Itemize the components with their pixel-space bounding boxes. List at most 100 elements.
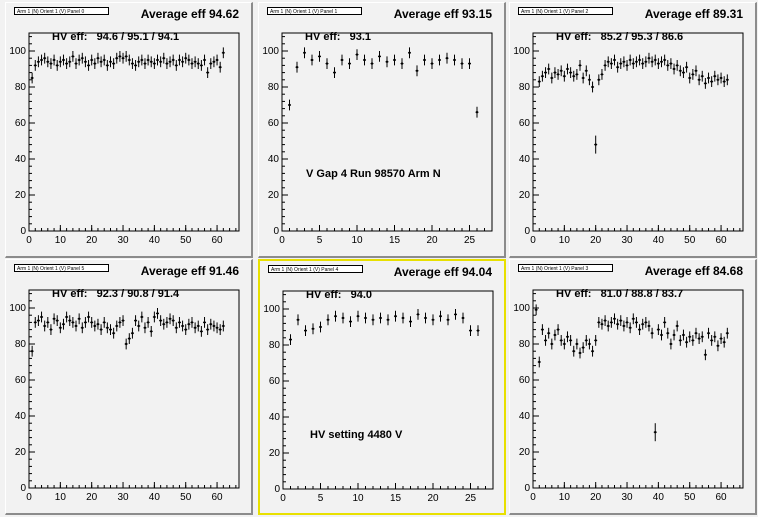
data-point — [196, 320, 200, 332]
data-point — [562, 338, 566, 350]
data-point — [725, 74, 729, 86]
data-point — [115, 320, 119, 332]
data-point — [68, 56, 72, 68]
panel-plot-2: 0 10 20 30 40 50 60 0 20 40 60 80 100 — [513, 32, 744, 246]
data-point — [137, 56, 141, 68]
panel-plot-3: 0 10 20 30 40 50 60 0 20 40 60 80 100 — [9, 289, 240, 503]
y-tick-label: 20 — [519, 190, 531, 201]
efficiency-panel-0[interactable]: 0 10 20 30 40 50 60 0 20 40 60 80 100 Arm 1 (N) Orien… — [5, 2, 253, 258]
efficiency-panel-2[interactable]: 0 10 20 30 40 50 60 0 20 40 60 80 100 Arm 1 (N) Orien… — [509, 2, 757, 258]
data-point — [325, 58, 329, 69]
x-tick-label: 40 — [653, 492, 665, 503]
efficiency-panel-1[interactable]: 0 5 10 15 20 25 0 20 40 60 80 100 Arm 1 (N) Orient 1… — [258, 2, 506, 258]
data-point — [653, 423, 657, 442]
y-tick-label: 0 — [524, 483, 530, 494]
data-point — [33, 317, 37, 328]
data-point — [469, 325, 472, 336]
data-point — [112, 327, 116, 339]
data-point — [622, 56, 626, 68]
data-point — [666, 327, 670, 339]
data-point — [209, 58, 213, 69]
data-point — [118, 317, 122, 328]
x-tick-label: 0 — [280, 493, 286, 504]
data-point — [547, 63, 551, 75]
data-point — [713, 331, 717, 343]
x-tick-label: 5 — [317, 235, 323, 246]
data-point — [597, 317, 601, 328]
data-point — [409, 316, 412, 327]
data-point — [140, 54, 144, 66]
panel-title: Arm 1 (N) Orient 1 (V) Panel 0 — [14, 7, 109, 15]
data-point — [118, 51, 122, 62]
data-point — [348, 58, 351, 69]
data-point — [127, 54, 131, 66]
y-tick-label: 0 — [524, 226, 530, 237]
data-point — [87, 311, 91, 323]
data-point — [52, 313, 56, 325]
data-point — [719, 333, 723, 344]
data-point — [401, 312, 405, 324]
data-point — [77, 313, 81, 325]
data-point — [83, 317, 87, 328]
data-point — [171, 54, 175, 66]
data-point — [650, 56, 654, 68]
average-efficiency: Average eff 89.31 — [644, 7, 743, 21]
data-point — [149, 56, 153, 68]
data-point — [156, 308, 160, 319]
x-tick-label: 20 — [426, 235, 438, 246]
data-point — [681, 67, 685, 78]
x-tick-label: 20 — [86, 235, 98, 246]
data-point — [159, 315, 163, 326]
efficiency-panel-3[interactable]: 0 10 20 30 40 50 60 0 20 40 60 80 100 Arm 1 (N) Orien… — [5, 259, 253, 515]
data-point — [215, 54, 219, 66]
data-point — [196, 58, 200, 69]
x-tick-label: 15 — [389, 235, 401, 246]
average-efficiency: Average eff 94.04 — [393, 265, 492, 279]
panel-title: Arm 1 (N) Orient 1 (V) Panel 2 — [518, 7, 613, 15]
data-point — [190, 317, 194, 328]
data-point — [83, 56, 87, 68]
data-point — [168, 56, 172, 68]
data-point — [177, 317, 181, 328]
data-point — [146, 54, 150, 66]
efficiency-panel-4[interactable]: 0 5 10 15 20 25 0 20 40 60 80 100 Arm 1 (N) Orient 1… — [258, 259, 506, 515]
data-point — [193, 322, 197, 334]
efficiency-panel-5[interactable]: 0 10 20 30 40 50 60 0 20 40 60 80 100 Arm 1 (N) Orien… — [509, 259, 757, 515]
data-point — [36, 315, 40, 326]
data-point — [174, 60, 178, 71]
data-point — [445, 52, 449, 64]
data-point — [80, 322, 84, 334]
data-point — [669, 58, 673, 69]
x-tick-label: 60 — [715, 235, 727, 246]
data-point — [80, 52, 84, 64]
data-point — [688, 331, 692, 343]
data-point — [319, 321, 322, 333]
data-point — [221, 320, 225, 332]
data-point — [625, 60, 629, 71]
data-point — [656, 324, 660, 335]
data-point — [30, 345, 34, 357]
data-point — [562, 70, 566, 82]
data-point — [127, 333, 131, 344]
data-point — [603, 60, 607, 71]
data-point — [171, 315, 175, 326]
data-point — [165, 58, 169, 69]
panel-title: Arm 1 (N) Orient 1 (V) Panel 1 — [267, 7, 362, 15]
data-point — [547, 327, 551, 339]
data-point — [439, 310, 442, 322]
data-point — [553, 329, 557, 341]
hv-efficiency: HV eff: 94.0 — [306, 289, 373, 301]
x-tick-label: 50 — [180, 235, 192, 246]
data-point — [707, 327, 711, 339]
panel-plot-0: 0 10 20 30 40 50 60 0 20 40 60 80 100 — [9, 32, 240, 246]
data-point — [575, 338, 579, 350]
data-point — [187, 54, 191, 66]
data-point — [105, 322, 109, 334]
data-point — [112, 58, 116, 69]
data-point — [594, 135, 598, 154]
x-tick-label: 30 — [621, 235, 633, 246]
y-tick-label: 100 — [513, 303, 530, 314]
x-tick-label: 20 — [86, 492, 98, 503]
run-info-label: V Gap 4 Run 98570 Arm N — [306, 168, 441, 180]
data-point — [303, 47, 306, 59]
